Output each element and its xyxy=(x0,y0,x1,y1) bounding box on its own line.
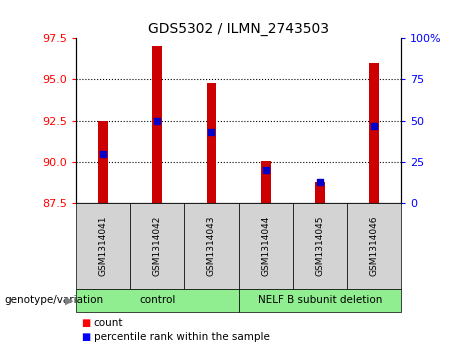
Text: percentile rank within the sample: percentile rank within the sample xyxy=(94,332,270,342)
Point xyxy=(154,118,161,123)
Point xyxy=(262,167,269,173)
Text: GSM1314041: GSM1314041 xyxy=(99,216,108,276)
Text: GSM1314044: GSM1314044 xyxy=(261,216,270,276)
Text: count: count xyxy=(94,318,123,328)
Text: GSM1314046: GSM1314046 xyxy=(369,216,378,276)
Text: ▶: ▶ xyxy=(65,295,74,305)
Point xyxy=(370,123,378,129)
Bar xyxy=(98,121,108,203)
Text: GSM1314045: GSM1314045 xyxy=(315,216,325,276)
Text: GSM1314042: GSM1314042 xyxy=(153,216,162,276)
Title: GDS5302 / ILMN_2743503: GDS5302 / ILMN_2743503 xyxy=(148,22,329,36)
Text: ■: ■ xyxy=(81,318,90,328)
Point xyxy=(316,179,324,185)
Bar xyxy=(207,83,216,203)
Point xyxy=(208,129,215,135)
Text: ■: ■ xyxy=(81,332,90,342)
Text: genotype/variation: genotype/variation xyxy=(5,295,104,305)
Text: GSM1314043: GSM1314043 xyxy=(207,216,216,276)
Text: control: control xyxy=(139,295,176,305)
Bar xyxy=(261,161,271,203)
Text: NELF B subunit deletion: NELF B subunit deletion xyxy=(258,295,382,305)
Point xyxy=(100,151,107,156)
Bar xyxy=(369,63,379,203)
Bar xyxy=(153,46,162,203)
Bar xyxy=(315,182,325,203)
